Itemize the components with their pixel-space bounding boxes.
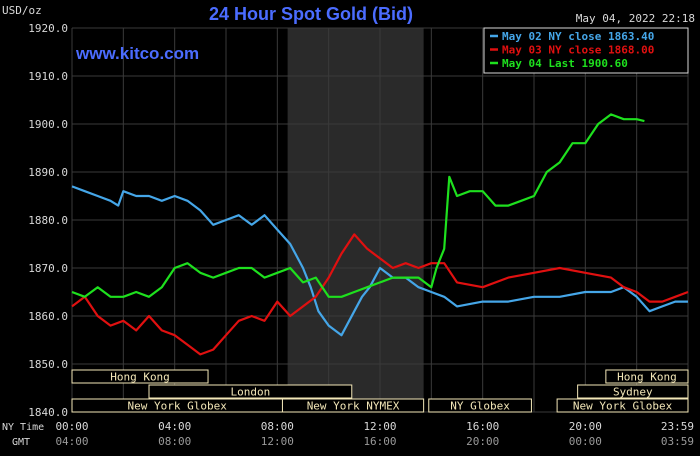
session-bar-label: London [231,386,271,399]
y-tick-label: 1870.0 [28,262,68,275]
gmt-row-label: GMT [12,437,30,448]
session-bar: New York Globex [556,398,689,413]
series-line-0 [71,185,688,337]
session-bar: Hong Kong [605,369,689,384]
session-bar: New York NYMEX [281,398,425,413]
session-bar-label: Hong Kong [617,371,677,384]
session-bar-label: Hong Kong [110,371,170,384]
session-bar-label: New York NYMEX [307,400,400,413]
x-tick-label-ny: 00:00 [55,420,88,433]
ny-time-row-label: NY Time [2,422,44,433]
x-tick-label-ny: 20:00 [569,420,602,433]
legend-entry: May 03 NY close 1868.00 [490,44,654,57]
session-bar-label: New York Globex [128,400,228,413]
x-tick-label-gmt: 08:00 [158,435,191,448]
session-bar-fill [605,369,689,384]
session-bar-fill [71,369,209,384]
session-bar-label: Sydney [613,386,653,399]
session-bar-fill [148,384,353,399]
y-tick-label: 1890.0 [28,166,68,179]
session-bar-label: NY Globex [450,400,510,413]
x-tick-label-ny: 08:00 [261,420,294,433]
session-bar: New York Globex [71,398,283,413]
legend-label: May 03 NY close 1868.00 [502,44,654,57]
x-tick-label-ny: 16:00 [466,420,499,433]
legend-entry: May 02 NY close 1863.40 [490,30,654,43]
x-tick-label-ny: 23:59 [661,420,694,433]
session-bar-fill [556,398,689,413]
legend-box [483,27,689,74]
session-bar-label: New York Globex [573,400,673,413]
y-tick-label: 1880.0 [28,214,68,227]
y-axis-unit-label: USD/oz [2,4,42,17]
y-tick-label: 1850.0 [28,358,68,371]
legend-label: May 02 NY close 1863.40 [502,30,654,43]
x-tick-label-ny: 12:00 [363,420,396,433]
session-bar: London [148,384,353,399]
session-bar-fill [577,384,689,399]
x-tick-label-gmt: 12:00 [261,435,294,448]
timestamp: May 04, 2022 22:18 [576,12,695,25]
y-tick-label: 1900.0 [28,118,68,131]
session-bar: Sydney [577,384,689,399]
x-tick-label-gmt: 04:00 [55,435,88,448]
watermark-url: www.kitco.com [75,44,199,63]
x-tick-label-gmt: 16:00 [363,435,396,448]
y-tick-label: 1840.0 [28,406,68,419]
y-tick-label: 1920.0 [28,22,68,35]
x-tick-label-ny: 04:00 [158,420,191,433]
x-axis-ticks: 00:00 04:00 04:00 08:00 08:00 12:00 12:00 16:00… [55,420,694,448]
session-bar: NY Globex [428,398,532,413]
legend-label: May 04 Last 1900.60 [502,57,628,70]
session-bar: Hong Kong [71,369,209,384]
series-line-1 [71,233,689,356]
y-tick-label: 1860.0 [28,310,68,323]
grid-lines [71,27,689,413]
y-tick-label: 1910.0 [28,70,68,83]
session-bar-fill [428,398,532,413]
y-axis-ticks: 1920.0 1910.0 1900.0 1890.0 1880.0 1870.0 1860… [28,22,68,419]
series-layer [71,113,689,356]
x-tick-label-gmt: 20:00 [466,435,499,448]
x-tick-label-gmt: 00:00 [569,435,602,448]
x-tick-label-gmt: 03:59 [661,435,694,448]
series-line-2 [71,113,645,298]
legend-entry: May 04 Last 1900.60 [490,57,628,70]
chart-title: 24 Hour Spot Gold (Bid) [209,4,413,24]
session-bar-fill [281,398,425,413]
